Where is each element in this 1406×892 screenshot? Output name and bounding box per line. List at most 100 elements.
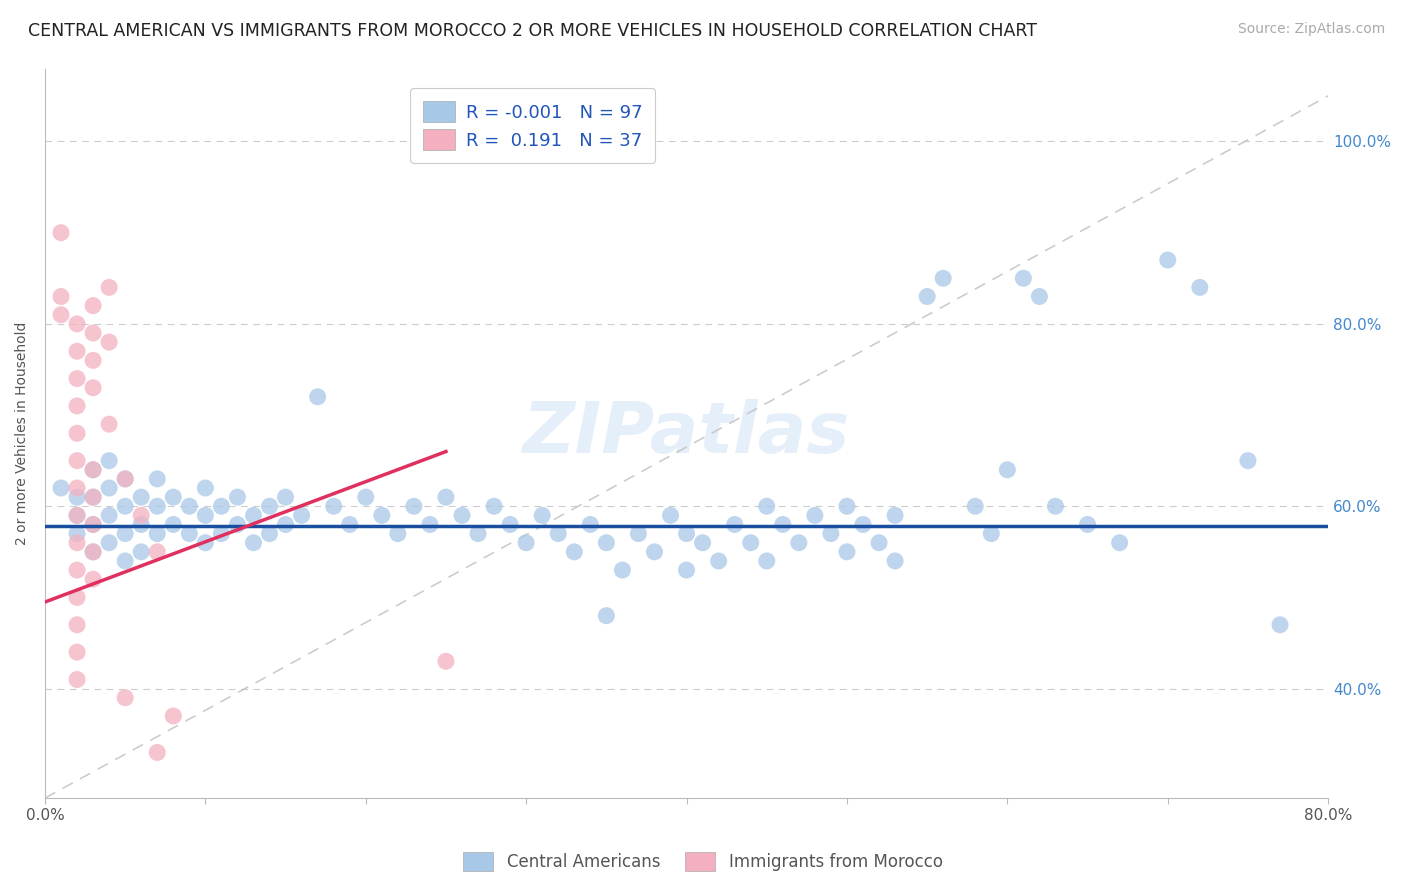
Legend: R = -0.001   N = 97, R =  0.191   N = 37: R = -0.001 N = 97, R = 0.191 N = 37	[411, 88, 655, 162]
Point	[354, 490, 377, 504]
Point	[995, 463, 1018, 477]
Point	[965, 500, 987, 514]
Point	[724, 517, 747, 532]
Point	[129, 545, 152, 559]
Point	[66, 399, 89, 413]
Point	[114, 500, 136, 514]
Point	[162, 709, 184, 723]
Point	[194, 481, 217, 495]
Point	[259, 526, 281, 541]
Point	[98, 481, 121, 495]
Text: CENTRAL AMERICAN VS IMMIGRANTS FROM MOROCCO 2 OR MORE VEHICLES IN HOUSEHOLD CORR: CENTRAL AMERICAN VS IMMIGRANTS FROM MORO…	[28, 22, 1038, 40]
Point	[402, 500, 425, 514]
Point	[1108, 535, 1130, 549]
Point	[194, 535, 217, 549]
Point	[66, 526, 89, 541]
Point	[1045, 500, 1067, 514]
Point	[322, 500, 344, 514]
Point	[146, 472, 169, 486]
Point	[66, 481, 89, 495]
Point	[434, 490, 457, 504]
Point	[242, 508, 264, 523]
Point	[852, 517, 875, 532]
Point	[755, 554, 778, 568]
Point	[1012, 271, 1035, 285]
Point	[114, 472, 136, 486]
Point	[98, 453, 121, 467]
Point	[772, 517, 794, 532]
Point	[467, 526, 489, 541]
Point	[49, 226, 72, 240]
Point	[66, 490, 89, 504]
Point	[146, 500, 169, 514]
Point	[98, 280, 121, 294]
Point	[129, 508, 152, 523]
Point	[339, 517, 361, 532]
Point	[531, 508, 554, 523]
Point	[129, 490, 152, 504]
Point	[209, 500, 232, 514]
Point	[49, 289, 72, 303]
Point	[1077, 517, 1099, 532]
Point	[66, 617, 89, 632]
Point	[82, 517, 104, 532]
Point	[835, 545, 858, 559]
Point	[66, 508, 89, 523]
Point	[755, 500, 778, 514]
Point	[179, 526, 201, 541]
Point	[82, 545, 104, 559]
Point	[1268, 617, 1291, 632]
Point	[884, 508, 907, 523]
Point	[259, 500, 281, 514]
Point	[226, 517, 249, 532]
Point	[579, 517, 602, 532]
Point	[66, 371, 89, 385]
Point	[595, 535, 617, 549]
Point	[675, 526, 697, 541]
Point	[692, 535, 714, 549]
Point	[98, 535, 121, 549]
Point	[114, 472, 136, 486]
Point	[162, 490, 184, 504]
Point	[82, 299, 104, 313]
Point	[884, 554, 907, 568]
Point	[82, 353, 104, 368]
Point	[66, 535, 89, 549]
Point	[98, 335, 121, 350]
Point	[242, 535, 264, 549]
Point	[547, 526, 569, 541]
Point	[1157, 253, 1180, 268]
Point	[274, 490, 297, 504]
Point	[66, 591, 89, 605]
Point	[451, 508, 474, 523]
Point	[49, 308, 72, 322]
Point	[515, 535, 537, 549]
Point	[146, 746, 169, 760]
Point	[659, 508, 682, 523]
Point	[82, 545, 104, 559]
Point	[82, 490, 104, 504]
Point	[675, 563, 697, 577]
Point	[820, 526, 842, 541]
Point	[194, 508, 217, 523]
Point	[114, 690, 136, 705]
Point	[740, 535, 762, 549]
Point	[434, 654, 457, 668]
Point	[643, 545, 665, 559]
Point	[932, 271, 955, 285]
Point	[787, 535, 810, 549]
Y-axis label: 2 or more Vehicles in Household: 2 or more Vehicles in Household	[15, 322, 30, 545]
Point	[562, 545, 585, 559]
Point	[66, 344, 89, 359]
Point	[82, 381, 104, 395]
Point	[419, 517, 441, 532]
Text: ZIPatlas: ZIPatlas	[523, 399, 851, 467]
Point	[114, 526, 136, 541]
Point	[915, 289, 938, 303]
Text: Source: ZipAtlas.com: Source: ZipAtlas.com	[1237, 22, 1385, 37]
Point	[66, 645, 89, 659]
Point	[82, 463, 104, 477]
Point	[980, 526, 1002, 541]
Point	[114, 554, 136, 568]
Point	[98, 417, 121, 432]
